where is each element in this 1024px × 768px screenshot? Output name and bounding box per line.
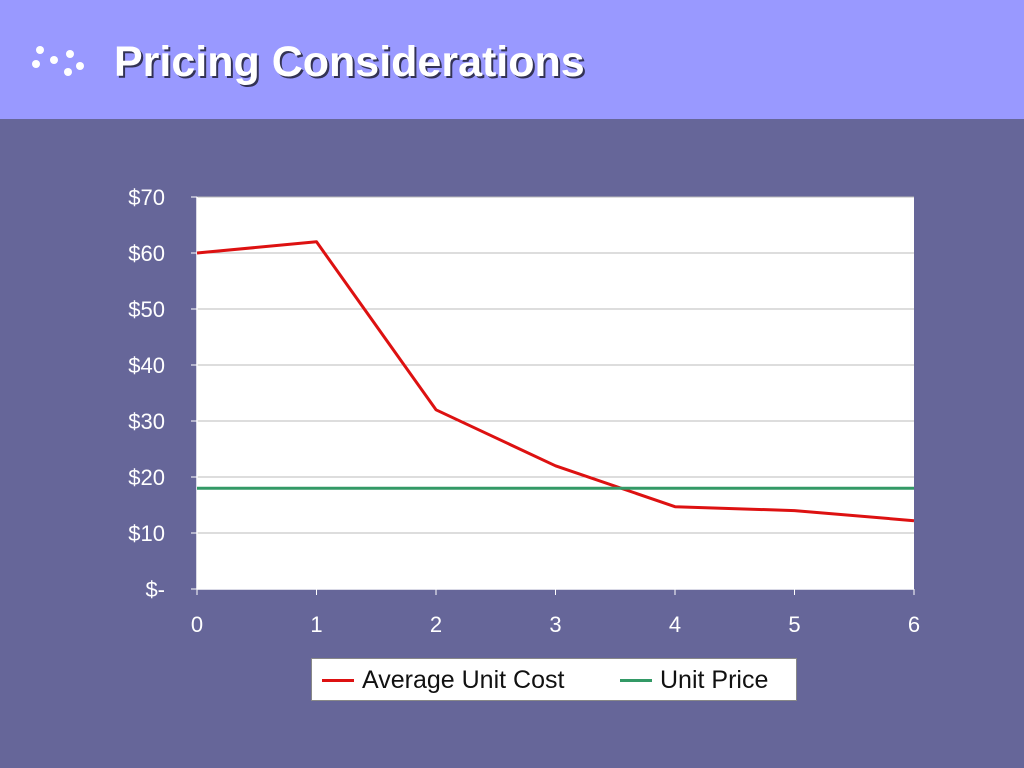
- chart-legend: Average Unit Cost Unit Price: [311, 658, 797, 701]
- legend-entry-cost: Average Unit Cost: [322, 666, 564, 694]
- x-tick-label: 3: [549, 612, 561, 637]
- x-tick-label: 2: [430, 612, 442, 637]
- legend-entry-price: Unit Price: [620, 666, 768, 694]
- y-tick-label: $50: [128, 297, 165, 322]
- x-axis-labels: 0 1 2 3 4 5 6: [191, 612, 920, 637]
- x-tick-label: 4: [669, 612, 681, 637]
- y-tick-label: $40: [128, 353, 165, 378]
- x-tick-label: 0: [191, 612, 203, 637]
- series-line-average-unit-cost: [196, 240, 915, 523]
- legend-label-cost: Average Unit Cost: [362, 665, 565, 694]
- legend-swatch-price: [620, 678, 652, 682]
- x-tick-label: 1: [310, 612, 322, 637]
- y-tick-label: $60: [128, 241, 165, 266]
- dots-bullet-icon: [32, 46, 84, 76]
- x-tick-label: 6: [908, 612, 920, 637]
- y-axis-labels: $- $10 $20 $30 $40 $50 $60 $70: [128, 185, 165, 602]
- axes: [191, 196, 915, 595]
- y-tick-label: $10: [128, 521, 165, 546]
- legend-swatch-cost: [322, 678, 354, 682]
- y-tick-label: $20: [128, 465, 165, 490]
- gridlines: [197, 196, 914, 534]
- plot-area: [197, 197, 914, 589]
- x-tick-label: 5: [788, 612, 800, 637]
- header-bar: Pricing Considerations: [0, 0, 1024, 119]
- legend-label-price: Unit Price: [660, 665, 769, 694]
- series-lines: [196, 240, 915, 523]
- y-tick-label: $30: [128, 409, 165, 434]
- y-tick-label: $-: [145, 577, 165, 602]
- page-title: Pricing Considerations: [114, 38, 585, 86]
- y-tick-label: $70: [128, 185, 165, 210]
